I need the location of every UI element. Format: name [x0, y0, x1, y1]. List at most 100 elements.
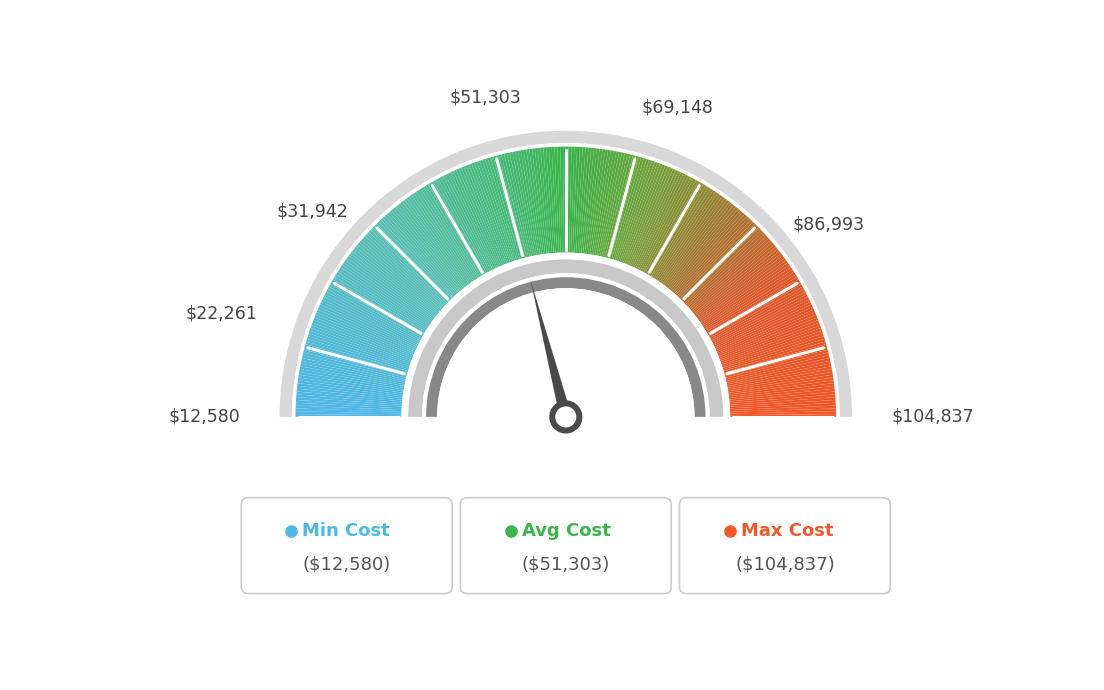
- Text: $22,261: $22,261: [185, 304, 257, 322]
- Wedge shape: [715, 307, 814, 352]
- Wedge shape: [729, 386, 835, 400]
- Wedge shape: [662, 198, 726, 285]
- Wedge shape: [549, 147, 558, 253]
- Wedge shape: [711, 292, 807, 342]
- Wedge shape: [656, 190, 715, 280]
- Wedge shape: [318, 307, 416, 352]
- Wedge shape: [512, 151, 535, 256]
- Wedge shape: [576, 147, 585, 253]
- Wedge shape: [347, 256, 434, 320]
- Wedge shape: [297, 388, 402, 402]
- Wedge shape: [708, 279, 800, 335]
- Wedge shape: [412, 193, 474, 282]
- Wedge shape: [699, 258, 786, 322]
- Wedge shape: [297, 391, 402, 403]
- Wedge shape: [329, 284, 423, 337]
- Wedge shape: [422, 273, 710, 417]
- Text: $69,148: $69,148: [641, 99, 713, 117]
- Wedge shape: [365, 234, 445, 307]
- Wedge shape: [618, 161, 655, 262]
- Wedge shape: [580, 148, 592, 253]
- Wedge shape: [687, 234, 766, 307]
- Wedge shape: [702, 267, 793, 328]
- Wedge shape: [446, 174, 495, 270]
- Wedge shape: [311, 323, 412, 362]
- Wedge shape: [730, 400, 836, 408]
- Wedge shape: [454, 170, 499, 268]
- Wedge shape: [585, 148, 599, 254]
- Wedge shape: [614, 158, 647, 260]
- Wedge shape: [641, 177, 693, 272]
- Wedge shape: [297, 383, 403, 398]
- Wedge shape: [291, 143, 840, 417]
- Wedge shape: [730, 388, 835, 402]
- Wedge shape: [648, 183, 703, 275]
- Wedge shape: [501, 154, 529, 257]
- Wedge shape: [721, 328, 822, 364]
- Wedge shape: [552, 147, 559, 253]
- Wedge shape: [331, 279, 424, 335]
- Wedge shape: [516, 151, 537, 255]
- Wedge shape: [686, 232, 765, 306]
- Wedge shape: [599, 152, 625, 257]
- Wedge shape: [698, 256, 785, 320]
- Wedge shape: [426, 277, 705, 417]
- Wedge shape: [659, 195, 722, 283]
- Wedge shape: [673, 213, 744, 294]
- Wedge shape: [616, 160, 652, 262]
- Wedge shape: [730, 406, 836, 412]
- Wedge shape: [711, 289, 805, 341]
- Wedge shape: [490, 157, 521, 259]
- Wedge shape: [628, 167, 670, 266]
- Wedge shape: [724, 347, 828, 376]
- Wedge shape: [728, 366, 831, 388]
- Wedge shape: [323, 294, 420, 344]
- Wedge shape: [645, 180, 699, 274]
- Wedge shape: [708, 282, 802, 336]
- Wedge shape: [436, 179, 488, 273]
- Wedge shape: [716, 310, 815, 353]
- Wedge shape: [296, 408, 402, 413]
- Wedge shape: [612, 157, 644, 259]
- Wedge shape: [410, 195, 473, 283]
- Wedge shape: [714, 299, 810, 347]
- Wedge shape: [619, 161, 657, 262]
- Wedge shape: [652, 187, 711, 278]
- Text: ($12,580): ($12,580): [302, 555, 391, 573]
- Wedge shape: [469, 164, 509, 264]
- Wedge shape: [631, 169, 676, 267]
- Wedge shape: [720, 323, 820, 362]
- Wedge shape: [554, 147, 561, 253]
- Wedge shape: [567, 147, 572, 253]
- Wedge shape: [690, 240, 773, 311]
- Wedge shape: [538, 148, 550, 253]
- FancyBboxPatch shape: [242, 497, 453, 593]
- Wedge shape: [718, 312, 816, 355]
- Wedge shape: [296, 403, 402, 410]
- Wedge shape: [333, 277, 425, 333]
- Wedge shape: [408, 259, 723, 417]
- Wedge shape: [416, 190, 476, 280]
- Wedge shape: [639, 175, 689, 270]
- Wedge shape: [729, 380, 834, 396]
- Wedge shape: [383, 216, 456, 296]
- Wedge shape: [704, 272, 796, 331]
- Wedge shape: [339, 267, 429, 328]
- Wedge shape: [300, 366, 404, 388]
- Wedge shape: [355, 245, 439, 313]
- Wedge shape: [418, 188, 478, 279]
- Wedge shape: [729, 375, 834, 393]
- Wedge shape: [677, 218, 751, 297]
- Wedge shape: [532, 148, 546, 254]
- FancyBboxPatch shape: [679, 497, 890, 593]
- Wedge shape: [485, 158, 518, 260]
- Wedge shape: [724, 344, 827, 375]
- Wedge shape: [692, 245, 776, 313]
- Wedge shape: [343, 260, 432, 323]
- Wedge shape: [349, 253, 435, 319]
- Wedge shape: [696, 251, 782, 317]
- Wedge shape: [510, 152, 533, 256]
- Wedge shape: [719, 317, 818, 358]
- Wedge shape: [479, 160, 516, 262]
- Wedge shape: [615, 159, 649, 261]
